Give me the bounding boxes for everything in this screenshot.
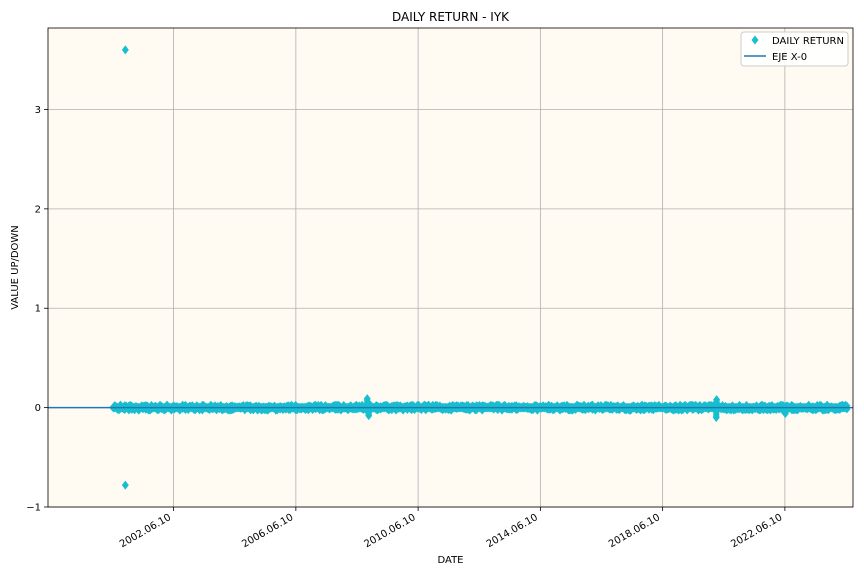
x-axis-label: DATE <box>437 555 463 566</box>
y-tick-label: −1 <box>26 503 41 514</box>
plot-frame <box>47 27 854 508</box>
legend-box <box>740 31 849 67</box>
legend: DAILY RETURN EJE X-0 <box>740 31 849 67</box>
outlier-point <box>121 480 129 490</box>
y-tick-label: 2 <box>35 204 41 215</box>
legend-label-x-axis-line: EJE X-0 <box>772 52 807 63</box>
legend-label-daily-return: DAILY RETURN <box>772 36 844 47</box>
chart-title: DAILY RETURN - IYK <box>392 10 510 24</box>
plot-area <box>48 28 853 507</box>
spike-point <box>713 395 721 405</box>
y-tick-label: 0 <box>35 403 41 414</box>
spike-point <box>363 394 371 404</box>
outlier-point <box>121 45 129 55</box>
legend-diamond-marker-icon <box>751 35 759 45</box>
spike-point <box>365 411 373 421</box>
spike-point <box>712 413 720 423</box>
y-tick-label: 1 <box>35 304 41 315</box>
y-axis-label: VALUE UP/DOWN <box>10 225 21 310</box>
spike-point <box>781 409 789 419</box>
data-layer <box>48 45 853 490</box>
y-tick-label: 3 <box>35 105 41 116</box>
